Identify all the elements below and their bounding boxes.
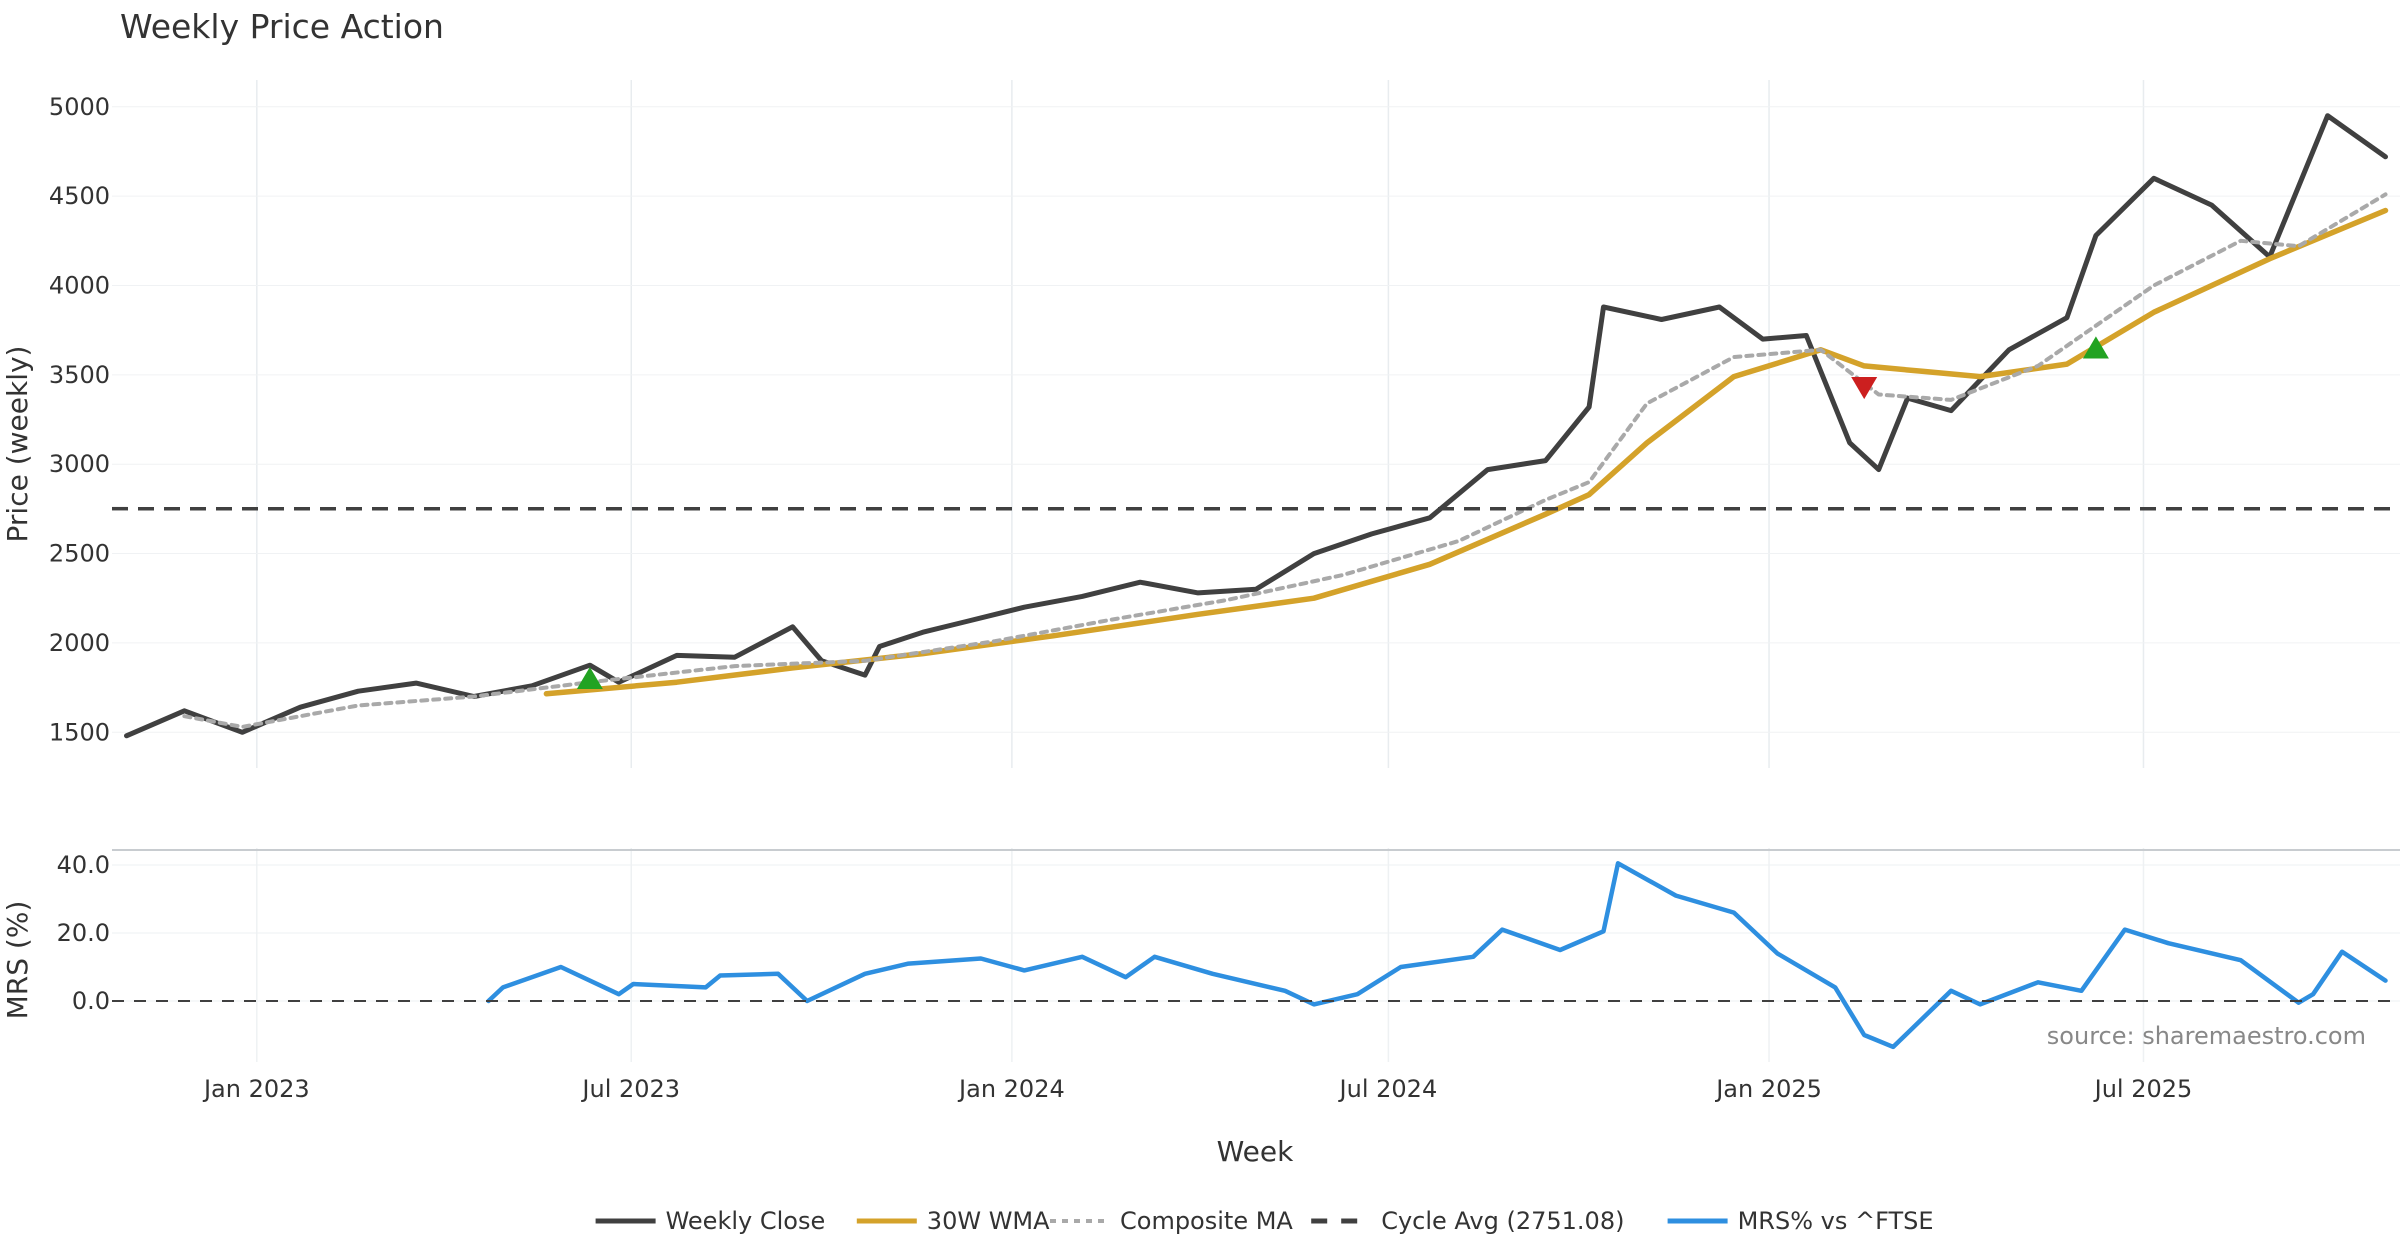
x-tick-label: Jan 2023 [202,1075,310,1103]
chart-title: Weekly Price Action [120,7,444,46]
x-axis: Jan 2023 Jul 2023 Jan 2024 Jul 2024 Jan 2025… [202,1075,2192,1103]
x-axis-title: Week [1217,1135,1294,1168]
legend-item[interactable]: Cycle Avg (2751.08) [1311,1207,1624,1235]
legend[interactable]: Weekly Close 30W WMA Composite MA Cycle Avg… [595,1207,1934,1235]
price-y-tick-label: 3500 [49,361,110,389]
price-y-tick-label: 3000 [49,450,110,478]
price-y-tick-label: 5000 [49,93,110,121]
30w-wma-line [543,207,2389,697]
price-panel: 1500 2000 2500 3000 3500 4000 4500 5000 Price (w… [1,80,2400,768]
legend-item[interactable]: MRS% vs ^FTSE [1667,1207,1934,1235]
x-tick-label: Jul 2024 [1338,1075,1438,1103]
mrs-y-tick-label: 0.0 [72,987,110,1015]
x-tick-label: Jan 2024 [957,1075,1065,1103]
x-tick-label: Jan 2025 [1714,1075,1822,1103]
x-tick-label: Jul 2023 [580,1075,680,1103]
source-note: source: sharemaestro.com [2047,1022,2366,1050]
legend-label: Cycle Avg (2751.08) [1381,1207,1624,1235]
legend-item[interactable]: Weekly Close [595,1207,826,1235]
legend-item[interactable]: Composite MA [1050,1207,1293,1235]
mrs-panel: 0.0 20.0 40.0 MRS (%) source: sharemaestro.c… [1,848,2400,1062]
price-y-tick-label: 2500 [49,540,110,568]
x-tick-label: Jul 2025 [2093,1075,2193,1103]
mrs-line [486,861,2388,1050]
mrs-y-tick-label: 20.0 [57,919,110,947]
legend-label: Weekly Close [666,1207,826,1235]
price-y-axis-title: Price (weekly) [1,346,34,543]
price-y-tick-label: 1500 [49,718,110,746]
legend-item[interactable]: 30W WMA [856,1207,1050,1235]
sell-signal-marker [1851,376,1878,400]
buy-signal-marker [576,666,603,690]
legend-label: Composite MA [1120,1207,1293,1235]
price-y-tick-label: 2000 [49,629,110,657]
mrs-y-tick-label: 40.0 [57,851,110,879]
composite-ma-line [182,192,2388,729]
legend-label: MRS% vs ^FTSE [1738,1207,1934,1235]
mrs-y-axis-title: MRS (%) [1,901,34,1020]
legend-label: 30W WMA [927,1207,1050,1235]
buy-signal-marker [2082,336,2109,359]
price-y-tick-label: 4000 [49,272,110,300]
price-y-tick-label: 4500 [49,182,110,210]
weekly-close-line [124,113,2388,739]
